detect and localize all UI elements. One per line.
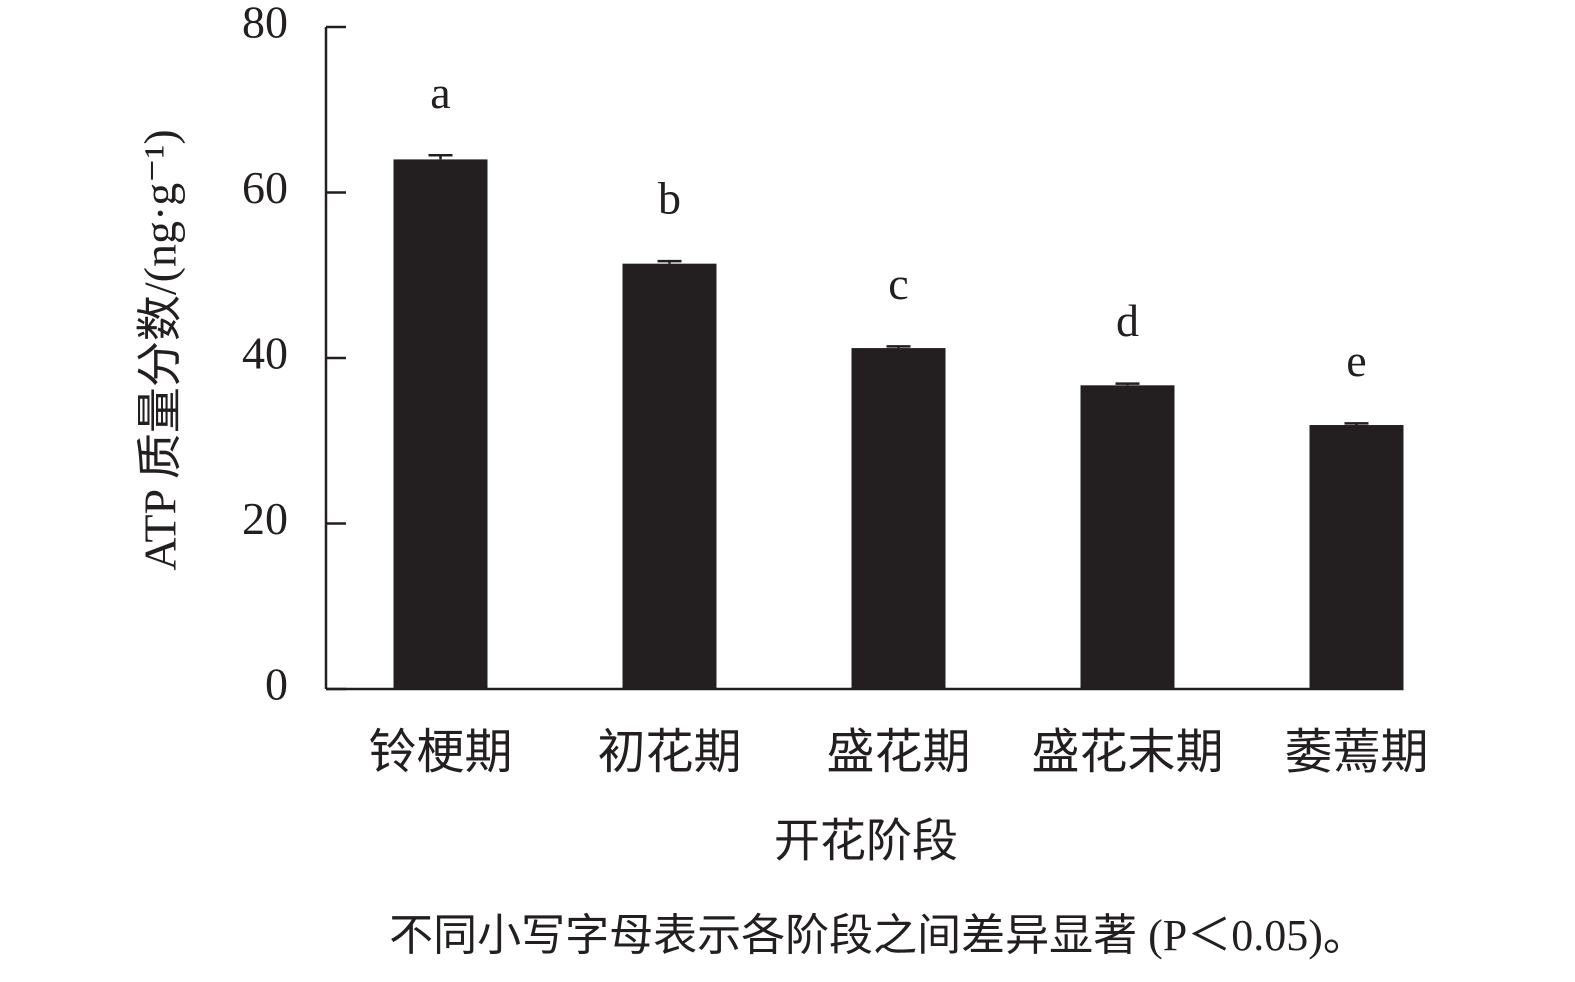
error-bar <box>657 259 682 264</box>
significance-label: a <box>430 67 450 118</box>
x-tick-label: 初花期 <box>597 726 741 779</box>
x-tick-label: 萎蔫期 <box>1284 726 1428 779</box>
bar <box>1080 385 1175 689</box>
bar <box>393 159 488 689</box>
error-bar <box>1344 422 1369 426</box>
significance-label: d <box>1116 295 1139 346</box>
bar <box>622 263 717 689</box>
y-tick-label: 80 <box>242 0 288 48</box>
significance-label: c <box>888 258 908 309</box>
x-tick-label: 盛花期 <box>826 726 970 779</box>
error-bar <box>886 345 911 349</box>
significance-label: e <box>1346 335 1366 386</box>
bar <box>851 348 946 689</box>
y-tick-label: 20 <box>242 493 288 544</box>
x-tick-label: 盛花末期 <box>1031 726 1223 779</box>
y-tick-label: 0 <box>265 659 288 710</box>
y-axis-label: ATP 质量分数/(ng·g⁻¹) <box>135 129 186 570</box>
error-bar <box>1115 382 1140 386</box>
bar <box>1309 425 1404 689</box>
y-tick-label: 40 <box>242 328 288 379</box>
x-axis-label: 开花阶段 <box>774 816 958 867</box>
error-bar <box>428 154 453 160</box>
x-tick-label: 铃梗期 <box>368 726 512 779</box>
y-tick-label: 60 <box>242 162 288 213</box>
significance-label: b <box>658 173 681 224</box>
note: 不同小写字母表示各阶段之间差异显著 (P＜0.05)。 <box>389 911 1367 960</box>
